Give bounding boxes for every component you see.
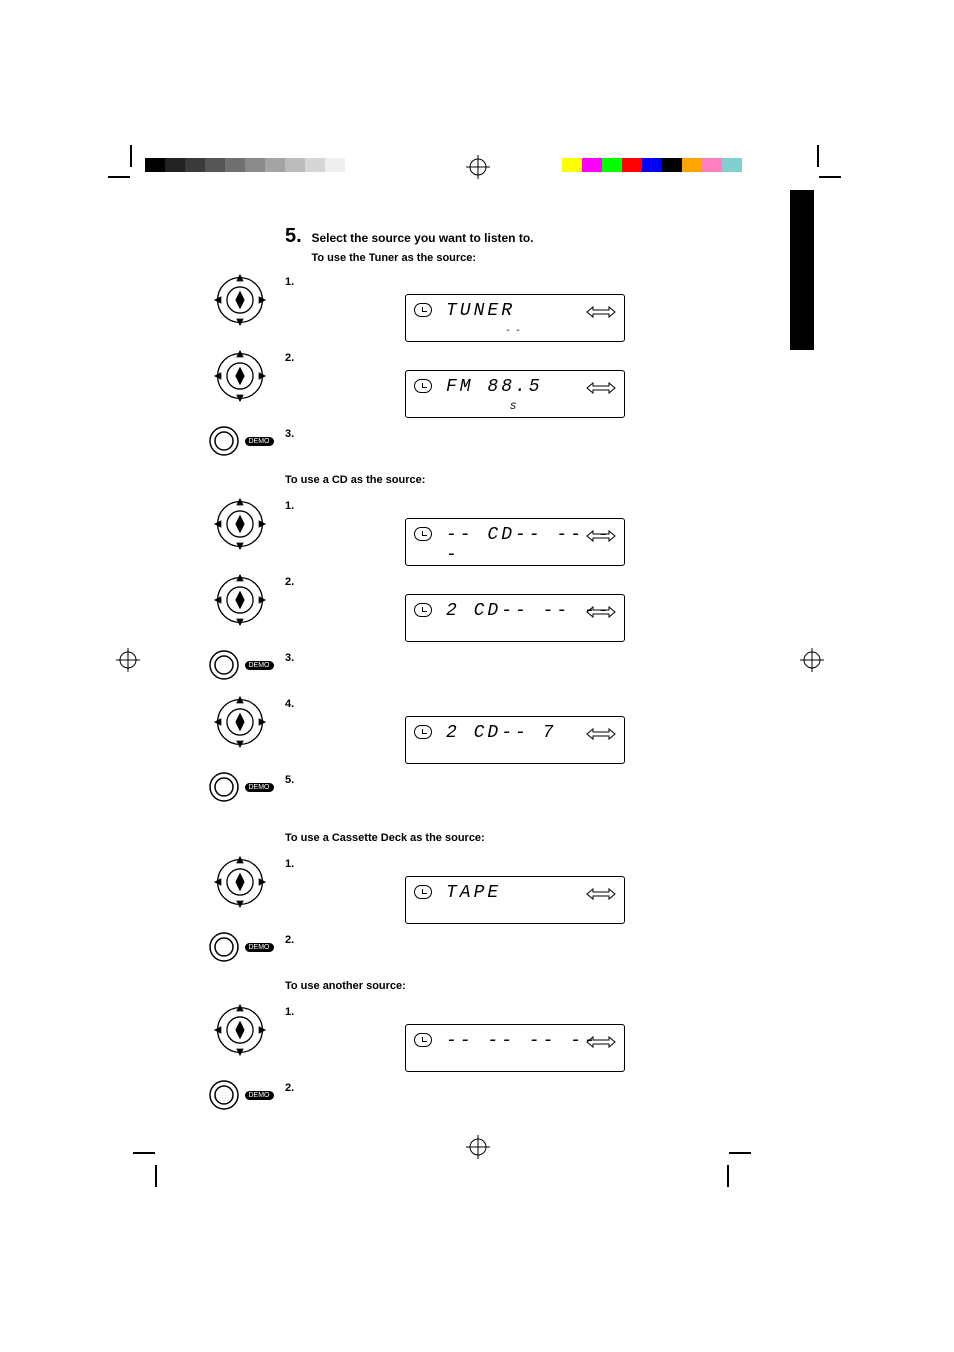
register-mark-icon <box>800 648 824 672</box>
knob-label: DEMO <box>245 783 274 792</box>
demo-knob-icon: DEMO <box>207 648 274 682</box>
multi-jog-dial-icon <box>212 1002 268 1058</box>
scroll-arrow-icon <box>586 1035 616 1049</box>
multi-jog-dial-icon <box>212 496 268 552</box>
tuner-heading: To use the Tuner as the source: <box>311 252 476 264</box>
multi-jog-dial-icon <box>212 694 268 750</box>
gray-swatch <box>205 158 225 172</box>
gray-swatch <box>265 158 285 172</box>
manual-page: 5. Select the source you want to listen … <box>0 0 954 1352</box>
color-swatch <box>622 158 642 172</box>
crop-mark-icon <box>155 1165 157 1187</box>
demo-knob-icon: DEMO <box>207 770 274 804</box>
lcd-display: -- -- -- -- <box>405 1024 625 1072</box>
content-area: 5. Select the source you want to listen … <box>195 225 755 1124</box>
gray-swatch <box>145 158 165 172</box>
other-heading: To use another source: <box>285 980 406 992</box>
lcd-sub-text: S <box>406 402 624 413</box>
timer-icon <box>414 527 432 541</box>
crop-mark-icon <box>819 176 841 178</box>
substep-number: 1. <box>285 500 303 512</box>
substep-number: 2. <box>285 934 303 946</box>
crop-mark-icon <box>729 1152 751 1154</box>
gray-swatch <box>165 158 185 172</box>
step-title: Select the source you want to listen to. <box>311 231 533 245</box>
lcd-main-text: TUNER <box>446 301 515 321</box>
lcd-display: -- CD-- -- -- <box>405 518 625 566</box>
demo-knob-icon: DEMO <box>207 1078 274 1112</box>
register-mark-icon <box>466 1135 490 1159</box>
crop-mark-icon <box>727 1165 729 1187</box>
crop-mark-icon <box>108 176 130 178</box>
color-swatch <box>702 158 722 172</box>
scroll-arrow-icon <box>586 529 616 543</box>
lcd-sub-text: -- <box>406 326 624 337</box>
knob-label: DEMO <box>245 1091 274 1100</box>
timer-icon <box>414 603 432 617</box>
color-swatch <box>642 158 662 172</box>
crop-mark-icon <box>817 145 819 167</box>
scroll-arrow-icon <box>586 605 616 619</box>
crop-mark-icon <box>130 145 132 167</box>
lcd-main-text: FM 88.5 <box>446 377 543 397</box>
scroll-arrow-icon <box>586 305 616 319</box>
substep-number: 2. <box>285 1082 303 1094</box>
lcd-display: 2 CD-- 7 <box>405 716 625 764</box>
knob-label: DEMO <box>245 943 274 952</box>
gray-swatch <box>325 158 345 172</box>
step-number: 5. <box>285 225 307 248</box>
cd-heading: To use a CD as the source: <box>285 474 425 486</box>
gray-swatch <box>305 158 325 172</box>
timer-icon <box>414 303 432 317</box>
lcd-main-text: TAPE <box>446 883 501 903</box>
lcd-display: 2 CD-- -- -- <box>405 594 625 642</box>
gray-swatch <box>245 158 265 172</box>
timer-icon <box>414 379 432 393</box>
timer-icon <box>414 1033 432 1047</box>
gray-swatch <box>225 158 245 172</box>
tape-heading: To use a Cassette Deck as the source: <box>285 832 485 844</box>
substep-number: 5. <box>285 774 303 786</box>
page-edge-tab <box>790 190 814 350</box>
multi-jog-dial-icon <box>212 348 268 404</box>
substep-number: 1. <box>285 858 303 870</box>
color-swatch <box>582 158 602 172</box>
register-mark-icon <box>116 648 140 672</box>
multi-jog-dial-icon <box>212 854 268 910</box>
substep-number: 2. <box>285 576 303 588</box>
lcd-main-text: 2 CD-- 7 <box>446 723 556 743</box>
register-mark-icon <box>466 155 490 179</box>
knob-label: DEMO <box>245 661 274 670</box>
scroll-arrow-icon <box>586 727 616 741</box>
scroll-arrow-icon <box>586 887 616 901</box>
timer-icon <box>414 885 432 899</box>
lcd-display: TAPE <box>405 876 625 924</box>
color-swatch <box>722 158 742 172</box>
gray-swatch <box>185 158 205 172</box>
substep-number: 3. <box>285 428 303 440</box>
color-swatch <box>662 158 682 172</box>
color-swatch <box>602 158 622 172</box>
substep-number: 2. <box>285 352 303 364</box>
scroll-arrow-icon <box>586 381 616 395</box>
gray-swatch <box>285 158 305 172</box>
knob-label: DEMO <box>245 437 274 446</box>
lcd-display: TUNER -- <box>405 294 625 342</box>
substep-number: 3. <box>285 652 303 664</box>
substep-number: 1. <box>285 1006 303 1018</box>
multi-jog-dial-icon <box>212 572 268 628</box>
lcd-main-text: -- -- -- -- <box>446 1031 598 1051</box>
lcd-display: FM 88.5 S <box>405 370 625 418</box>
demo-knob-icon: DEMO <box>207 424 274 458</box>
substep-number: 4. <box>285 698 303 710</box>
multi-jog-dial-icon <box>212 272 268 328</box>
timer-icon <box>414 725 432 739</box>
crop-bl-h <box>133 1152 155 1154</box>
substep-number: 1. <box>285 276 303 288</box>
color-swatch <box>562 158 582 172</box>
demo-knob-icon: DEMO <box>207 930 274 964</box>
color-swatch <box>682 158 702 172</box>
